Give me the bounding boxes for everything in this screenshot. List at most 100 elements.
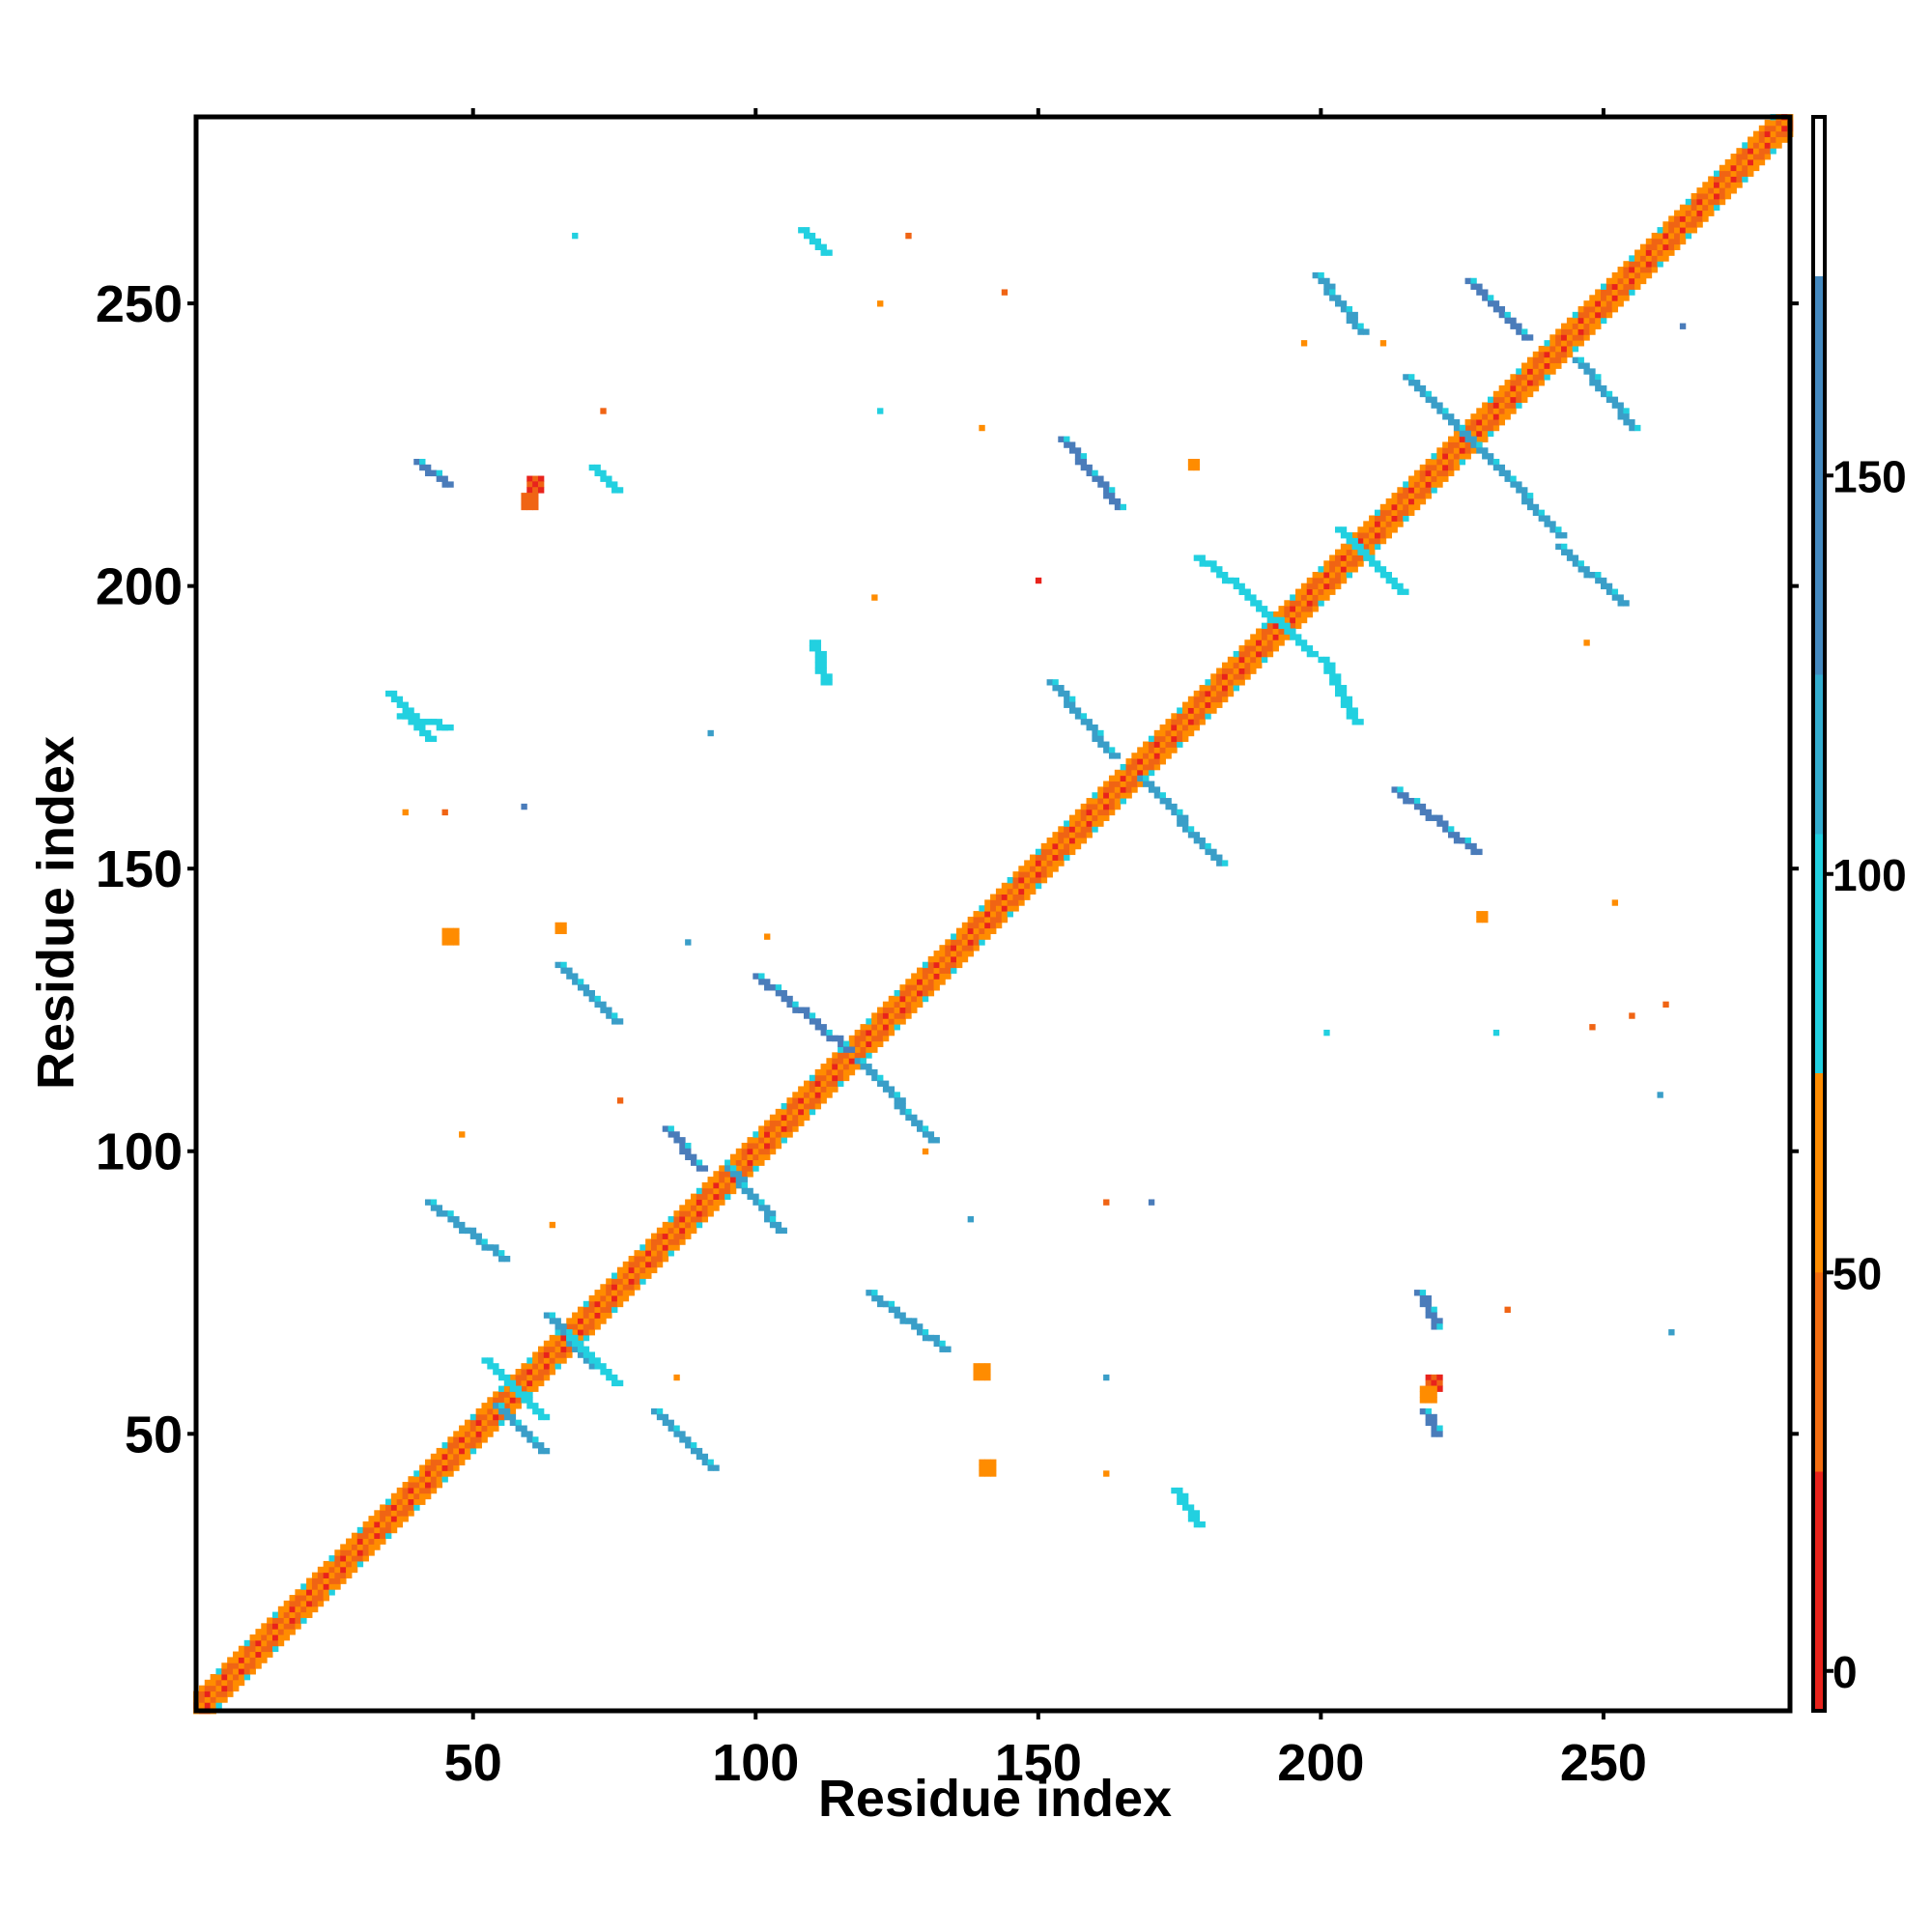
contact-cell bbox=[1516, 396, 1522, 403]
contact-cell bbox=[1171, 741, 1178, 748]
contact-cell bbox=[747, 1193, 753, 1200]
contact-cell bbox=[487, 1403, 494, 1409]
contact-cell bbox=[1470, 283, 1477, 290]
contact-cell bbox=[424, 1487, 432, 1494]
contact-cell bbox=[549, 1346, 556, 1352]
contact-cell bbox=[413, 713, 420, 720]
contact-cell bbox=[532, 1351, 539, 1358]
contact-cell bbox=[515, 1419, 522, 1427]
contact-cell bbox=[1012, 876, 1019, 884]
contact-cell bbox=[606, 1278, 612, 1285]
contact-cell bbox=[1103, 487, 1110, 494]
contact-cell bbox=[1492, 413, 1500, 420]
contact-cell bbox=[1464, 838, 1471, 844]
y-tick-label: 250 bbox=[96, 275, 183, 333]
contact-cell bbox=[1351, 311, 1358, 319]
contact-cell bbox=[628, 1255, 635, 1263]
contact-cell bbox=[616, 1294, 624, 1302]
contact-cell bbox=[447, 481, 454, 488]
contact-cell bbox=[1629, 255, 1635, 262]
contact-cell bbox=[1595, 323, 1602, 329]
contact-cell bbox=[1272, 611, 1279, 618]
contact-cell bbox=[1464, 424, 1471, 432]
contact-cell bbox=[238, 1645, 245, 1653]
contact-cell bbox=[979, 933, 985, 940]
contact-cell bbox=[1605, 396, 1613, 403]
contact-cell bbox=[1295, 611, 1302, 618]
contact-cell bbox=[1346, 713, 1353, 720]
contact-cell bbox=[560, 1346, 567, 1352]
contact-cell bbox=[532, 487, 539, 494]
contact-cell bbox=[911, 1323, 918, 1330]
contact-cell bbox=[724, 1159, 731, 1166]
contact-cell bbox=[346, 1560, 353, 1568]
contact-cell bbox=[374, 1510, 381, 1517]
contact-cell bbox=[1674, 210, 1681, 216]
contact-cell bbox=[792, 1114, 799, 1122]
contact-cell bbox=[1108, 803, 1116, 810]
contact-cell bbox=[1549, 526, 1556, 533]
contact-cell bbox=[289, 1617, 296, 1624]
contact-cell bbox=[1114, 497, 1122, 505]
contact-cell bbox=[1221, 860, 1229, 867]
contact-cell bbox=[1064, 826, 1070, 833]
contact-cell bbox=[1035, 871, 1042, 878]
contact-cell bbox=[560, 967, 567, 974]
contact-cell bbox=[922, 1329, 929, 1336]
contact-cell bbox=[464, 1436, 471, 1443]
contact-cell bbox=[1521, 368, 1528, 375]
contact-cell bbox=[1623, 295, 1630, 301]
contact-cell bbox=[1662, 227, 1669, 234]
contact-cell bbox=[1306, 594, 1314, 601]
contact-cell bbox=[945, 955, 952, 963]
contact-cell bbox=[1747, 148, 1754, 155]
contact-cell bbox=[1413, 497, 1421, 505]
contact-cell bbox=[1448, 832, 1455, 838]
contact-cell bbox=[1577, 356, 1584, 364]
contact-cell bbox=[1419, 384, 1427, 392]
contact-cell bbox=[877, 408, 884, 414]
contact-cell bbox=[1685, 198, 1692, 206]
contact-cell bbox=[753, 1148, 759, 1155]
contact-cell bbox=[390, 1526, 398, 1534]
contact-cell bbox=[1442, 820, 1449, 827]
contact-cell bbox=[340, 1560, 347, 1568]
contact-cell bbox=[1058, 848, 1065, 856]
contact-cell bbox=[554, 1363, 561, 1370]
contact-cell bbox=[1097, 729, 1104, 737]
contact-cell bbox=[600, 1007, 607, 1013]
contact-cell bbox=[1572, 345, 1579, 353]
contact-cell bbox=[475, 1419, 482, 1427]
contact-cell bbox=[1752, 148, 1760, 155]
contact-cell bbox=[1413, 803, 1421, 810]
contact-cell bbox=[267, 1639, 273, 1647]
contact-cell bbox=[1187, 1516, 1195, 1522]
contact-cell bbox=[1510, 475, 1517, 482]
contact-cell bbox=[1312, 606, 1319, 612]
contact-cell bbox=[1318, 577, 1324, 584]
contact-cell bbox=[1470, 842, 1477, 850]
contact-cell bbox=[1679, 204, 1687, 212]
contact-cell bbox=[798, 227, 805, 234]
contact-cell bbox=[1035, 577, 1042, 584]
contact-cell bbox=[729, 1181, 737, 1189]
contact-cell bbox=[1092, 729, 1098, 737]
contact-cell bbox=[871, 1046, 878, 1053]
contact-cell bbox=[1346, 554, 1353, 561]
contact-cell bbox=[685, 1442, 692, 1449]
contact-cell bbox=[1068, 848, 1076, 856]
contact-cell bbox=[1221, 668, 1229, 674]
contact-cell bbox=[1476, 441, 1483, 448]
contact-cell bbox=[1086, 724, 1093, 731]
contact-cell bbox=[1329, 554, 1336, 561]
contact-cell bbox=[690, 1210, 697, 1217]
contact-cell bbox=[1306, 582, 1314, 590]
contact-cell bbox=[1346, 696, 1353, 703]
y-tick-label: 50 bbox=[125, 1406, 183, 1463]
contact-cell bbox=[1351, 707, 1358, 714]
contact-cell bbox=[588, 1318, 595, 1324]
contact-cell bbox=[719, 1165, 725, 1172]
contact-cell bbox=[351, 1538, 358, 1545]
contact-cell bbox=[487, 1397, 494, 1404]
contact-cell bbox=[1193, 690, 1201, 697]
